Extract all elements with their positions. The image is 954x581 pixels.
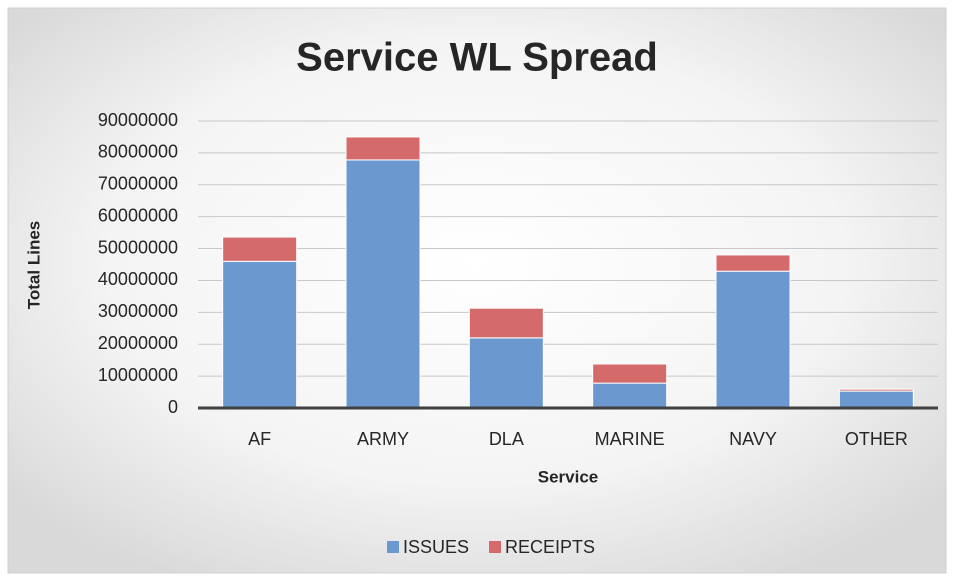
bar-segment [715, 270, 791, 409]
bar-segment [592, 363, 668, 384]
y-tick-label: 0 [168, 397, 178, 417]
chart-background [7, 7, 947, 574]
bar-segment [838, 388, 914, 392]
y-tick-label: 50000000 [98, 237, 178, 257]
y-tick-label: 90000000 [98, 110, 178, 130]
bar-segment [468, 337, 544, 409]
bar-segment [838, 390, 914, 409]
x-tick-label: NAVY [729, 429, 777, 449]
bar-segment [222, 260, 298, 409]
y-tick-label: 80000000 [98, 142, 178, 162]
y-tick-label: 60000000 [98, 205, 178, 225]
bar-segment [468, 307, 544, 339]
bar-segment [345, 136, 421, 161]
x-axis-title: Service [538, 467, 599, 486]
legend-swatch [387, 541, 399, 553]
y-tick-label: 70000000 [98, 174, 178, 194]
bar-segment [715, 254, 791, 272]
y-tick-label: 40000000 [98, 269, 178, 289]
bar-segment [592, 382, 668, 409]
x-tick-label: MARINE [595, 429, 665, 449]
x-tick-label: OTHER [845, 429, 908, 449]
legend-swatch [489, 541, 502, 553]
chart-title: Service WL Spread [296, 36, 658, 80]
legend-label: ISSUES [403, 537, 469, 557]
x-tick-label: AF [248, 429, 271, 449]
legend-label: RECEIPTS [505, 537, 595, 557]
y-axis-title: Total Lines [24, 221, 43, 309]
y-tick-label: 20000000 [98, 333, 178, 353]
bar-segment [222, 236, 298, 262]
y-tick-label: 30000000 [98, 301, 178, 321]
x-tick-label: DLA [489, 429, 524, 449]
bar-segment [345, 159, 421, 409]
x-tick-label: ARMY [357, 429, 409, 449]
y-tick-label: 10000000 [98, 365, 178, 385]
